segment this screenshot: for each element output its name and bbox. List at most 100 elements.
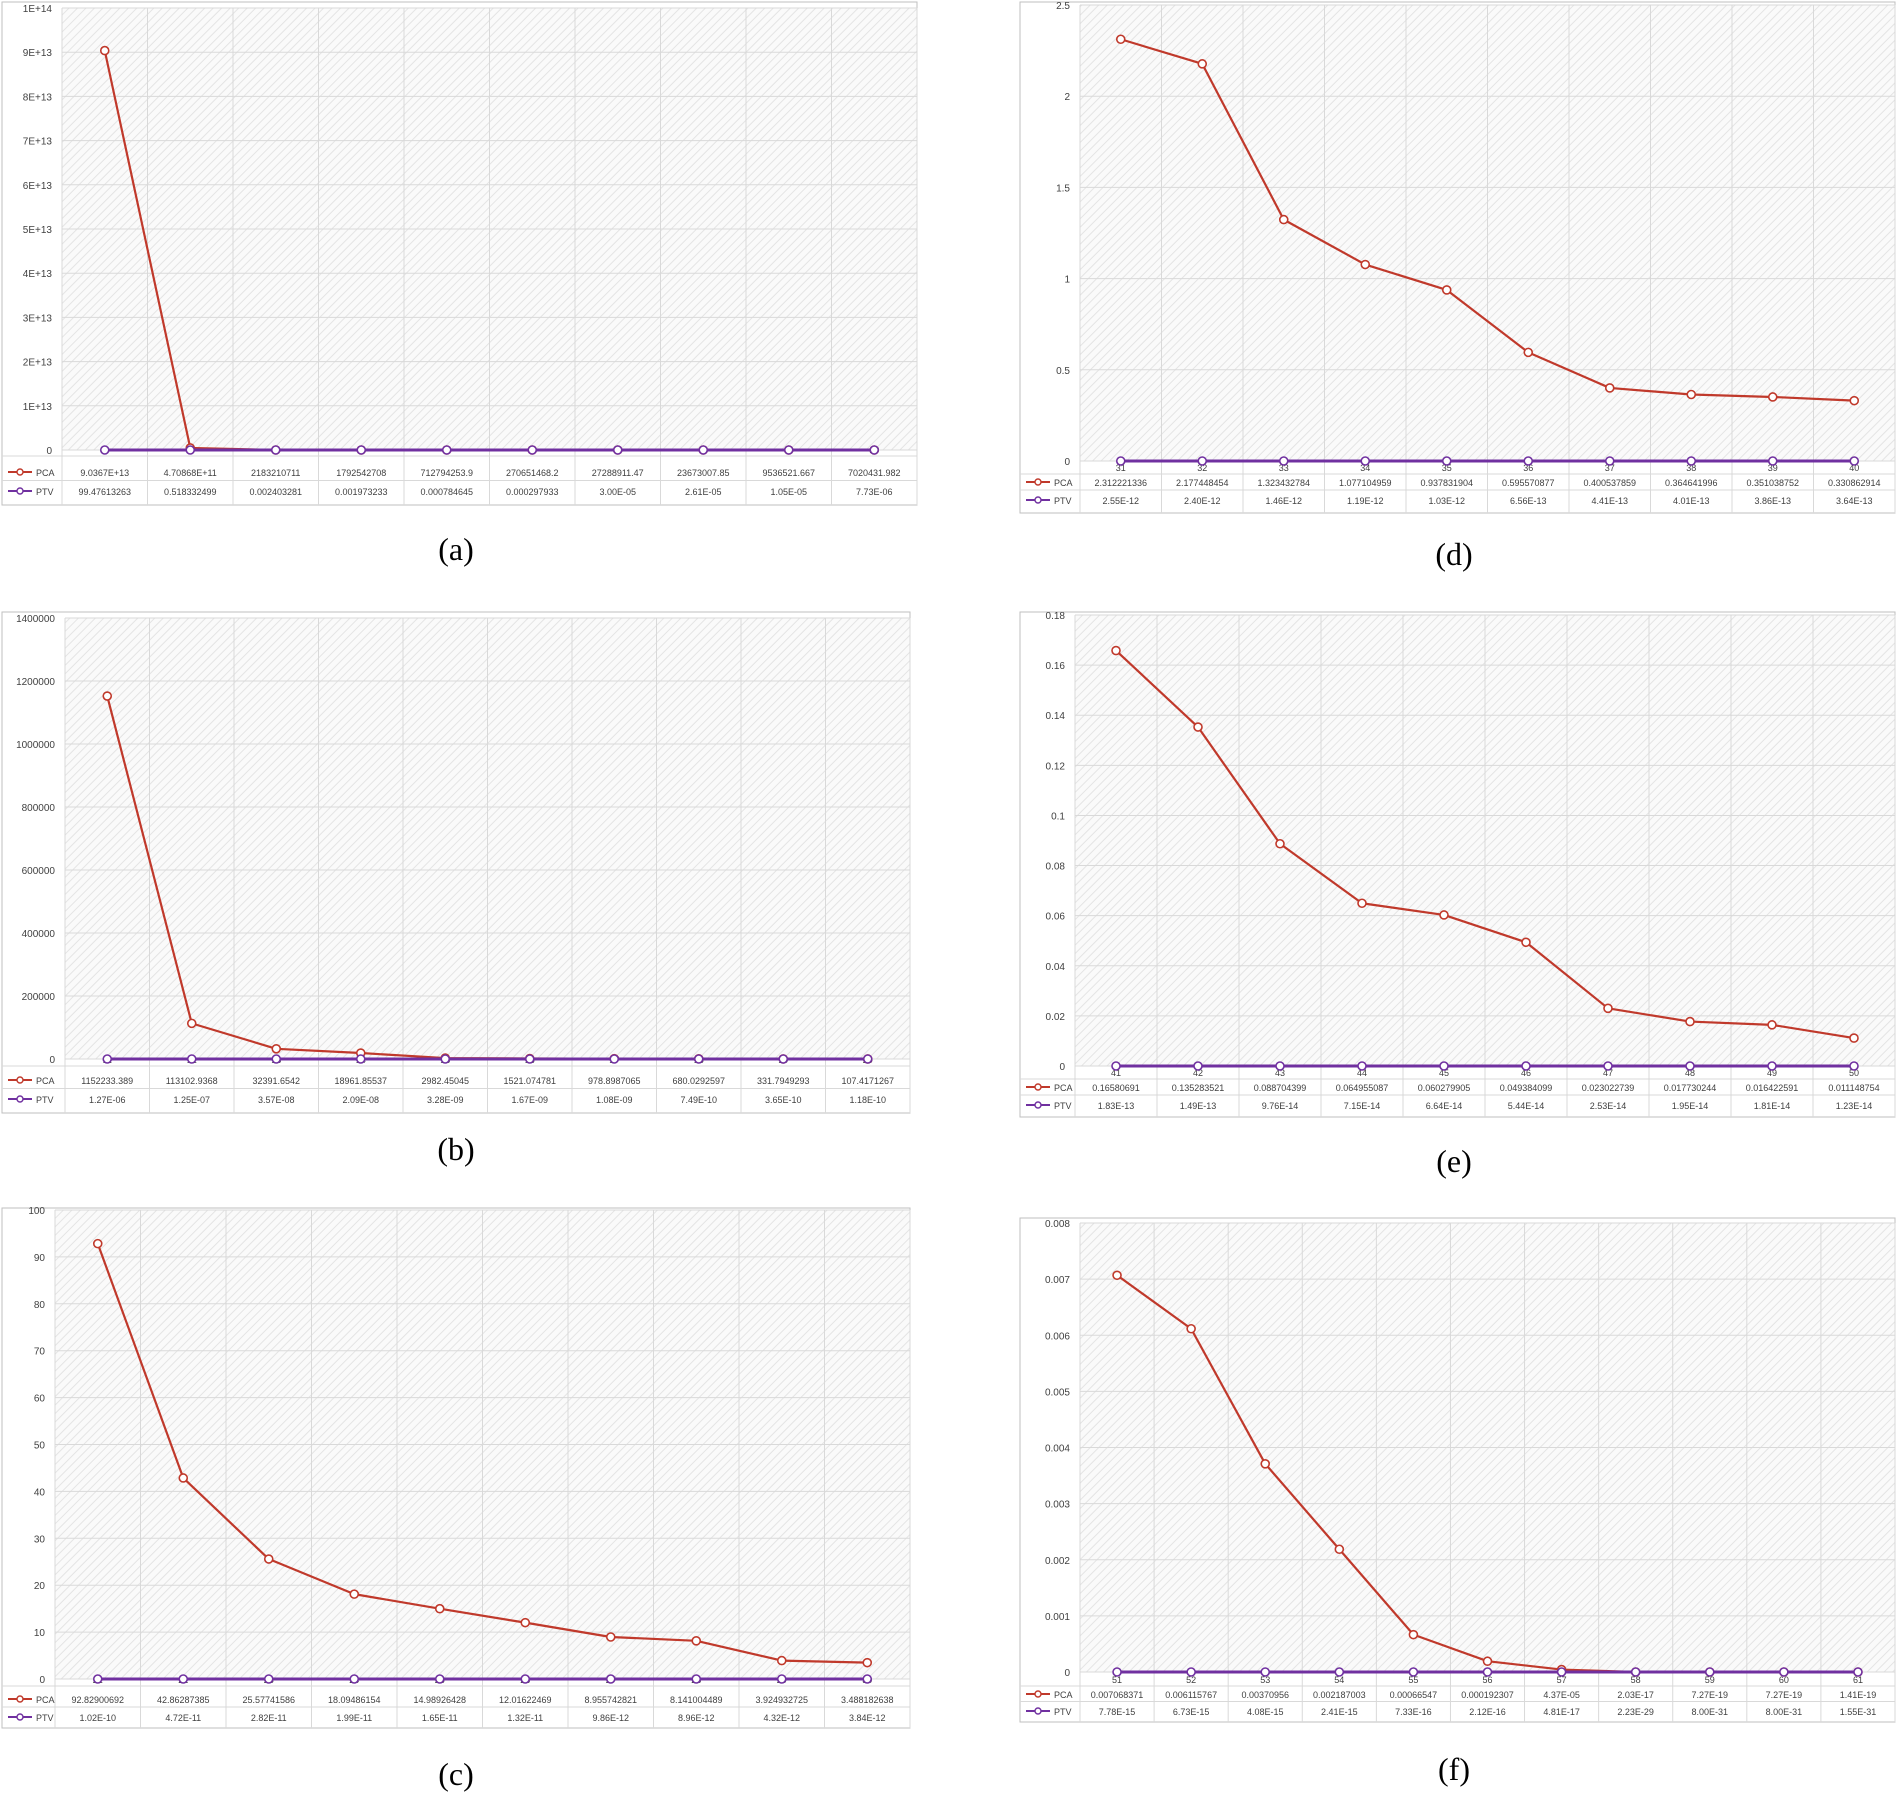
x-tick-label: 56 [1482, 1675, 1492, 1685]
y-tick-label: 20 [34, 1581, 46, 1592]
data-point-ptv [1849, 1061, 1859, 1071]
table-value: 1.95E-14 [1672, 1101, 1709, 1111]
data-point-ptv [355, 1054, 366, 1064]
data-point-ptv [1439, 1061, 1449, 1071]
y-tick-label: 1E+14 [23, 4, 53, 15]
table-value: 113102.9368 [166, 1076, 218, 1086]
data-point-ptv [1767, 456, 1778, 466]
y-tick-label: 0 [46, 446, 52, 457]
y-tick-label: 0.002 [1045, 1556, 1070, 1567]
table-value: 0.595570877 [1502, 478, 1555, 488]
y-tick-label: 0.04 [1046, 962, 1066, 973]
y-tick-label: 90 [34, 1253, 46, 1264]
data-point-pca [178, 1473, 189, 1483]
table-value: 1.08E-09 [596, 1095, 633, 1105]
x-tick-label: 44 [1357, 1068, 1367, 1078]
chart-panel-c: 0102030405060708090100212223242526272829… [1, 1206, 911, 1792]
table-value: 8.141004489 [670, 1695, 723, 1705]
y-tick-label: 2 [1064, 92, 1070, 103]
data-point-pca [1849, 1033, 1859, 1043]
y-tick-label: 0.18 [1046, 611, 1066, 622]
data-point-ptv [1408, 1667, 1419, 1677]
table-value: 3.488182638 [841, 1695, 894, 1705]
y-tick-label: 1000000 [16, 740, 55, 751]
data-point-ptv [1197, 456, 1208, 466]
legend-label-pca: PCA [1054, 1083, 1073, 1093]
y-tick-label: 1400000 [16, 614, 55, 625]
table-value: 2.03E-17 [1617, 1690, 1654, 1700]
table-value: 2183210711 [251, 468, 300, 478]
data-point-ptv [1849, 456, 1860, 466]
table-value: 2.55E-12 [1102, 496, 1139, 506]
data-point-ptv [263, 1674, 274, 1684]
y-tick-label: 0.006 [1045, 1331, 1070, 1342]
data-point-pca [1186, 1323, 1196, 1334]
data-point-pca [1441, 285, 1452, 295]
table-value: 3.00E-05 [599, 487, 636, 497]
table-value: 8.00E-31 [1766, 1707, 1803, 1717]
table-value: 0.060279905 [1418, 1083, 1471, 1093]
table-value: 7.49E-10 [680, 1095, 717, 1105]
data-point-ptv [99, 445, 110, 455]
y-tick-label: 0.005 [1045, 1387, 1070, 1398]
x-tick-label: 58 [1631, 1675, 1641, 1685]
data-point-pca [349, 1589, 360, 1599]
data-point-pca [1521, 937, 1531, 948]
table-value: 92.82900692 [71, 1695, 124, 1705]
table-value: 8.955742821 [584, 1695, 637, 1705]
data-point-ptv [1853, 1667, 1863, 1677]
data-point-ptv [434, 1674, 445, 1684]
data-point-ptv [527, 445, 538, 455]
table-value: 2.12E-16 [1469, 1707, 1506, 1717]
y-tick-label: 0.14 [1046, 711, 1066, 722]
data-point-ptv [1603, 1061, 1613, 1071]
table-value: 1.23E-14 [1836, 1101, 1873, 1111]
data-point-ptv [178, 1674, 189, 1684]
y-tick-label: 0 [1064, 457, 1070, 468]
table-value: 7.15E-14 [1344, 1101, 1381, 1111]
table-value: 0.000297933 [506, 487, 559, 497]
table-value: 1.55E-31 [1840, 1707, 1877, 1717]
data-point-ptv [1112, 1667, 1122, 1677]
x-tick-label: 38 [1686, 463, 1696, 473]
table-value: 1.67E-09 [511, 1095, 548, 1105]
table-value: 18.09486154 [328, 1695, 381, 1705]
table-value: 270651468.2 [506, 468, 559, 478]
table-value: 1.83E-13 [1098, 1101, 1135, 1111]
table-value: 18961.85537 [334, 1076, 387, 1086]
y-tick-label: 4E+13 [23, 269, 53, 280]
table-value: 7.27E-19 [1692, 1690, 1729, 1700]
table-value: 0.330862914 [1828, 478, 1881, 488]
panel-label: (b) [437, 1131, 474, 1167]
y-tick-label: 3E+13 [23, 313, 53, 324]
legend-key-marker [1034, 1083, 1042, 1091]
table-value: 6.73E-15 [1173, 1707, 1210, 1717]
data-point-ptv [1686, 456, 1697, 466]
table-value: 1.32E-11 [507, 1713, 543, 1723]
table-value: 4.72E-11 [165, 1713, 201, 1723]
y-tick-label: 1 [1064, 275, 1070, 286]
data-point-ptv [1556, 1667, 1567, 1677]
data-point-ptv [1604, 456, 1615, 466]
table-value: 42.86287385 [157, 1695, 210, 1705]
data-point-ptv [1779, 1667, 1789, 1677]
chart-panel-f: 0 0.001 0.002 0.003 0.004 0.005 0.006 0.007 0.00… [1019, 1217, 1896, 1787]
table-value: 0.064955087 [1336, 1083, 1389, 1093]
data-point-ptv [1767, 1061, 1777, 1071]
panel-label: (c) [438, 1756, 474, 1792]
legend-label-pca: PCA [36, 468, 55, 478]
table-value: 9.86E-12 [592, 1713, 629, 1723]
table-value: 1521.074781 [503, 1076, 556, 1086]
data-point-ptv [1441, 456, 1452, 466]
data-point-ptv [612, 445, 623, 455]
table-value: 1.323432784 [1257, 478, 1310, 488]
y-tick-label: 0.003 [1045, 1500, 1070, 1511]
series-line-pca [1115, 649, 1855, 1040]
data-point-pca [1193, 722, 1203, 732]
x-tick-label: 42 [1193, 1068, 1203, 1078]
table-value: 1.27E-06 [89, 1095, 126, 1105]
table-value: 0.017730244 [1664, 1083, 1717, 1093]
y-tick-label: 0.16 [1046, 661, 1066, 672]
legend-key-marker [1034, 1690, 1042, 1698]
data-point-ptv [1630, 1667, 1641, 1677]
